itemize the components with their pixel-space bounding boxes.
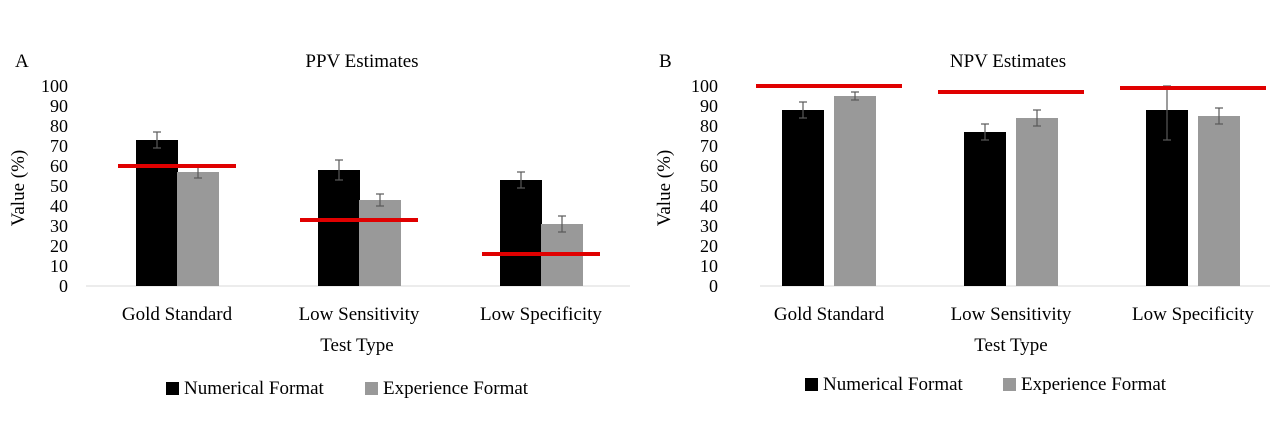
ppv-chart: A PPV Estimates Value (%) Test Type 0102… (8, 51, 630, 399)
y-tick-label: 10 (700, 256, 718, 276)
category-label: Gold Standard (122, 304, 233, 325)
chart-title: NPV Estimates (950, 51, 1066, 72)
legend-label: Experience Format (383, 378, 529, 399)
bars (756, 84, 1266, 286)
y-tick-label: 100 (41, 76, 68, 96)
x-axis-title: Test Type (320, 335, 394, 356)
y-tick-label: 60 (50, 156, 68, 176)
category-label: Low Sensitivity (299, 304, 420, 325)
legend-swatch (365, 382, 378, 395)
y-tick-label: 50 (700, 176, 718, 196)
y-tick-label: 0 (709, 276, 718, 296)
y-tick-label: 40 (700, 196, 718, 216)
panel-letter-b: B (659, 51, 672, 72)
y-tick-label: 10 (50, 256, 68, 276)
category-label: Low Sensitivity (951, 304, 1072, 325)
y-tick-label: 80 (50, 116, 68, 136)
bar (136, 140, 178, 286)
y-tick-label: 60 (700, 156, 718, 176)
y-tick-label: 70 (50, 136, 68, 156)
legend: Numerical Format Experience Format (166, 378, 529, 399)
category-label: Low Specificity (480, 304, 602, 325)
y-tick-label: 90 (700, 96, 718, 116)
y-tick-label: 40 (50, 196, 68, 216)
legend-label: Numerical Format (823, 374, 964, 395)
category-label: Low Specificity (1132, 304, 1254, 325)
y-tick-label: 90 (50, 96, 68, 116)
y-tick-label: 70 (700, 136, 718, 156)
y-tick-label: 20 (50, 236, 68, 256)
bar (1016, 118, 1058, 286)
x-axis-title: Test Type (974, 335, 1048, 356)
legend-swatch (1003, 378, 1016, 391)
y-axis-title: Value (%) (8, 150, 29, 227)
bar (782, 110, 824, 286)
y-tick-label: 30 (700, 216, 718, 236)
category-labels: Gold Standard Low Sensitivity Low Specific… (774, 304, 1255, 325)
legend-label: Numerical Format (184, 378, 325, 399)
chart-title: PPV Estimates (305, 51, 418, 72)
legend: Numerical Format Experience Format (805, 374, 1167, 395)
npv-chart: B NPV Estimates Value (%) Test Type 0102… (654, 51, 1270, 395)
bar (359, 200, 401, 286)
y-tick-label: 0 (59, 276, 68, 296)
bar (318, 170, 360, 286)
bar (177, 172, 219, 286)
y-tick-label: 100 (691, 76, 718, 96)
panel-letter-a: A (15, 51, 29, 72)
y-tick-label: 80 (700, 116, 718, 136)
y-axis-title: Value (%) (654, 150, 675, 227)
y-tick-label: 30 (50, 216, 68, 236)
bar (964, 132, 1006, 286)
category-labels: Gold Standard Low Sensitivity Low Specific… (122, 304, 603, 325)
bar (1198, 116, 1240, 286)
bars (118, 131, 600, 286)
category-label: Gold Standard (774, 304, 885, 325)
y-tick-label: 50 (50, 176, 68, 196)
bar (834, 96, 876, 286)
legend-swatch (166, 382, 179, 395)
legend-swatch (805, 378, 818, 391)
legend-label: Experience Format (1021, 374, 1167, 395)
y-tick-label: 20 (700, 236, 718, 256)
bar (500, 180, 542, 286)
